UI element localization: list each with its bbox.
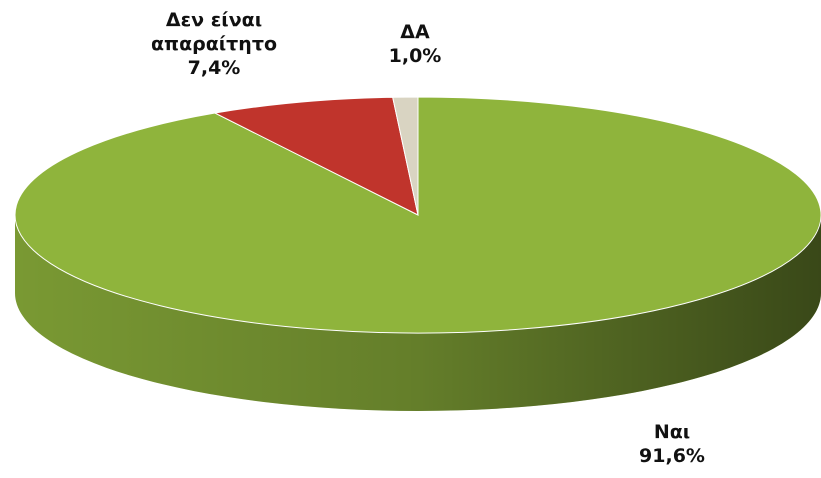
slice-label: Ναι 91,6% [602,420,742,468]
category-label: Ναι [653,421,691,443]
slice [213,96,419,216]
slice-label: Δεν είναι απαραίτητο 7,4% [139,8,289,80]
slice [392,96,419,216]
value-label: 91,6% [639,445,705,467]
category-label: Δεν είναι απαραίτητο [150,9,278,55]
slice-side-shade [15,215,821,411]
value-label: 1,0% [388,45,442,67]
category-label: ΔΑ [400,21,430,43]
value-label: 7,4% [187,57,241,79]
slice-label: ΔΑ 1,0% [370,20,460,68]
